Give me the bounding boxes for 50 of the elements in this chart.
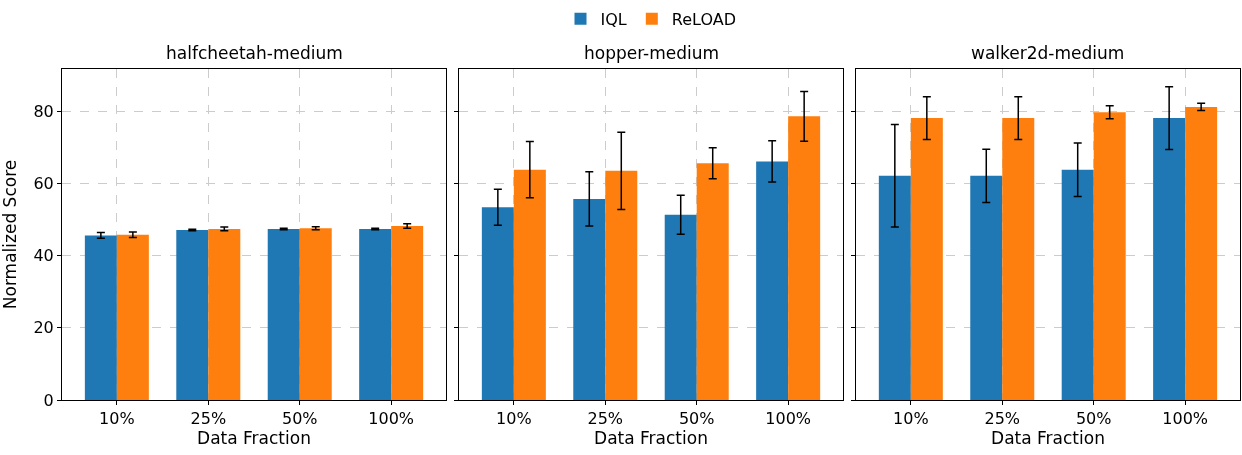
x-axis-title: Data Fraction (991, 428, 1105, 449)
bar (481, 207, 514, 400)
x-tick-label: 100% (765, 409, 812, 429)
y-tick-label: 80 (33, 101, 54, 121)
x-tick-label: 10% (496, 409, 532, 429)
bar (267, 228, 300, 400)
x-tick-label: 10% (893, 409, 929, 429)
x-axis-title: Data Fraction (197, 428, 311, 449)
y-axis-title: Normalized Score (0, 159, 20, 310)
bar (299, 228, 332, 400)
bar (1185, 106, 1218, 400)
bar (788, 116, 821, 400)
y-tick-label: 60 (33, 174, 54, 194)
x-tick-label: 25% (984, 409, 1021, 429)
bar (116, 234, 149, 400)
y-tick-label: 0 (43, 390, 54, 410)
bar (910, 118, 943, 400)
x-tick-label: 100% (368, 409, 415, 429)
chart-title: hopper-medium (584, 43, 720, 63)
y-tick-label: 40 (33, 246, 54, 266)
bar (359, 228, 392, 400)
x-tick-label: 100% (1162, 409, 1209, 429)
bar (84, 235, 117, 400)
x-tick-label: 10% (99, 409, 135, 429)
bar (573, 198, 606, 400)
legend-label: IQL (600, 10, 627, 30)
legend-label: ReLOAD (671, 10, 736, 30)
chart-title: walker2d-medium (971, 43, 1125, 63)
bar (1153, 118, 1186, 400)
bar (970, 175, 1003, 400)
bar (208, 228, 241, 400)
bar (1093, 112, 1126, 400)
x-tick-label: 25% (190, 409, 227, 429)
bar (664, 214, 697, 400)
bar (391, 226, 424, 400)
x-tick-label: 50% (281, 409, 318, 429)
bar (513, 169, 546, 400)
x-axis-title: Data Fraction (594, 428, 708, 449)
x-tick-label: 50% (1075, 409, 1112, 429)
bar (1061, 169, 1094, 400)
bar (605, 170, 638, 400)
bar (1002, 118, 1035, 400)
x-tick-label: 25% (587, 409, 624, 429)
y-tick-label: 20 (33, 318, 54, 338)
bar (696, 163, 729, 400)
chart-title: halfcheetah-medium (166, 43, 343, 63)
bar (756, 161, 789, 400)
bar (176, 229, 209, 400)
x-tick-label: 50% (678, 409, 715, 429)
bar (878, 175, 911, 400)
